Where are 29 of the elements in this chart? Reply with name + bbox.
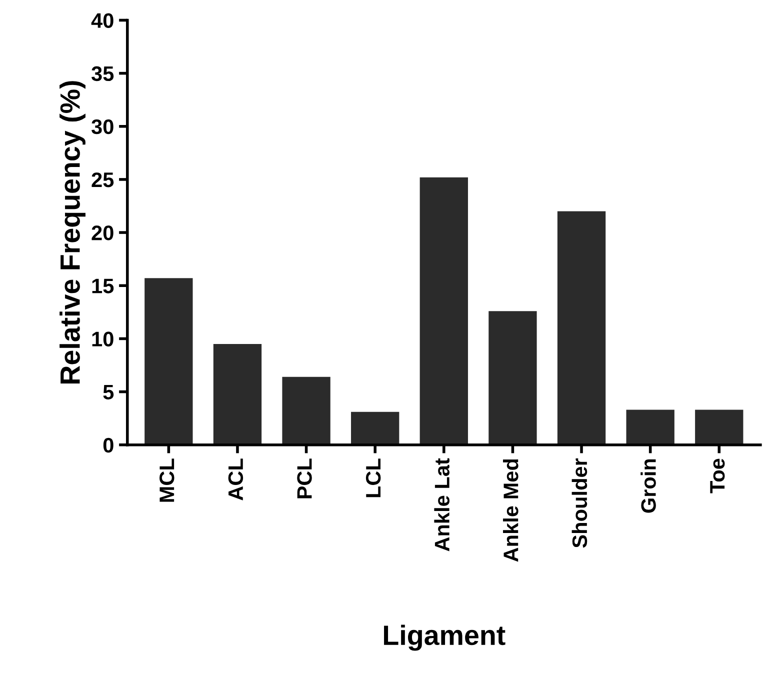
x-axis-title: Ligament xyxy=(384,624,506,651)
bar xyxy=(213,344,262,445)
y-tick-label: 25 xyxy=(92,172,114,188)
x-tick-label: Toe xyxy=(710,458,725,494)
x-tick-label: Groin xyxy=(640,459,656,513)
y-tick-label: 20 xyxy=(92,226,114,240)
x-tick-label: Ankle Med xyxy=(503,459,518,562)
bar xyxy=(695,410,744,445)
bar xyxy=(282,376,330,445)
bar xyxy=(420,177,468,445)
y-tick-label: 30 xyxy=(91,119,114,134)
y-tick-label: 15 xyxy=(92,278,114,294)
x-tick-label: LCL xyxy=(366,458,381,498)
bar xyxy=(557,211,606,445)
x-tick-label: ACL xyxy=(228,458,244,500)
bar xyxy=(626,410,674,445)
y-tick-label: 10 xyxy=(92,332,114,346)
x-tick-label: MCL xyxy=(160,458,174,502)
bar xyxy=(488,311,537,445)
bar xyxy=(144,278,193,445)
bar xyxy=(351,412,400,445)
y-tick-label: 0 xyxy=(103,438,114,453)
x-tick-label: PCL xyxy=(297,458,312,498)
x-tick-label: Shoulder xyxy=(572,458,588,548)
x-tick-label: Ankle Lat xyxy=(434,458,450,552)
y-tick-label: 40 xyxy=(91,13,114,28)
y-tick-label: 5 xyxy=(103,384,114,400)
y-tick-label: 35 xyxy=(91,66,114,82)
y-axis-title: Relative Frequency (%) xyxy=(60,81,86,384)
